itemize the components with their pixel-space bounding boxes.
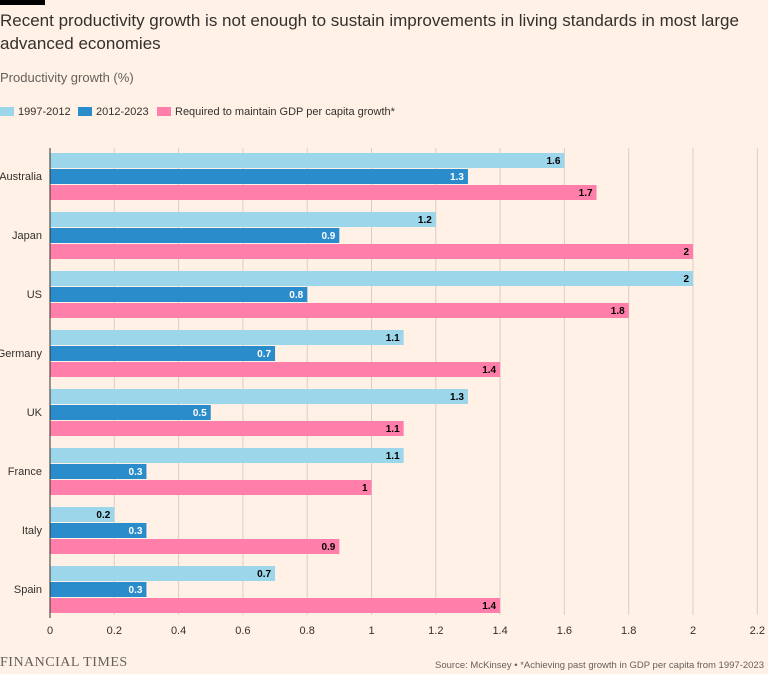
legend-item-1997-2012: 1997-2012: [0, 106, 71, 118]
bar-spain-1997-2012: [50, 566, 276, 581]
ft-logo: FINANCIAL TIMES: [0, 655, 128, 670]
brand-bar: [0, 0, 45, 5]
data-label-italy-1997-2012: 0.2: [96, 510, 110, 521]
bar-italy-2012-2023: [50, 523, 147, 538]
bar-france-required-to-maintain-gdp-per-capita-growth: [50, 480, 372, 495]
data-label-germany-2012-2023: 0.7: [257, 349, 271, 360]
data-label-france-required-to-maintain-gdp-per-capita-growth: 1: [362, 483, 368, 494]
bar-france-1997-2012: [50, 448, 404, 463]
bar-uk-required-to-maintain-gdp-per-capita-growth: [50, 421, 404, 436]
data-label-us-2012-2023: 0.8: [289, 290, 303, 301]
category-label-japan: Japan: [12, 230, 42, 242]
category-label-italy: Italy: [22, 525, 43, 537]
legend-label-2012-2023: 2012-2023: [96, 106, 149, 118]
bar-germany-required-to-maintain-gdp-per-capita-growth: [50, 362, 501, 377]
x-tick-label: 1.8: [621, 625, 636, 637]
chart-subtitle: Productivity growth (%): [0, 70, 134, 85]
bar-italy-required-to-maintain-gdp-per-capita-growth: [50, 539, 340, 554]
chart-title: Recent productivity growth is not enough…: [0, 11, 739, 53]
legend-swatch-2012-2023: [78, 107, 92, 116]
bar-australia-1997-2012: [50, 153, 565, 168]
legend-label-1997-2012: 1997-2012: [18, 106, 71, 118]
bar-france-2012-2023: [50, 464, 147, 479]
x-tick-label: 0.8: [300, 625, 315, 637]
bar-australia-2012-2023: [50, 169, 468, 184]
data-label-japan-2012-2023: 0.9: [321, 231, 335, 242]
bar-australia-required-to-maintain-gdp-per-capita-growth: [50, 185, 597, 200]
data-label-us-required-to-maintain-gdp-per-capita-growth: 1.8: [611, 306, 625, 317]
legend-item-required: Required to maintain GDP per capita grow…: [157, 106, 395, 118]
bar-germany-2012-2023: [50, 346, 276, 361]
data-label-australia-1997-2012: 1.6: [546, 156, 560, 167]
data-label-australia-required-to-maintain-gdp-per-capita-growth: 1.7: [579, 188, 593, 199]
legend-swatch-1997-2012: [0, 107, 14, 116]
bar-italy-1997-2012: [50, 507, 115, 522]
data-label-uk-2012-2023: 0.5: [193, 408, 207, 419]
data-label-japan-required-to-maintain-gdp-per-capita-growth: 2: [683, 247, 689, 258]
source-note: Source: McKinsey • *Achieving past growt…: [435, 660, 764, 671]
bar-spain-2012-2023: [50, 582, 147, 597]
x-tick-label: 0.4: [171, 625, 186, 637]
bar-us-1997-2012: [50, 271, 693, 286]
bar-uk-2012-2023: [50, 405, 211, 420]
x-tick-label: 1: [368, 625, 374, 637]
x-tick-label: 1.6: [557, 625, 572, 637]
legend-swatch-required: [157, 107, 171, 116]
data-label-italy-2012-2023: 0.3: [129, 526, 143, 537]
category-label-france: France: [8, 466, 42, 478]
legend-item-2012-2023: 2012-2023: [78, 106, 149, 118]
x-tick-label: 0: [47, 625, 53, 637]
bar-us-required-to-maintain-gdp-per-capita-growth: [50, 303, 629, 318]
data-label-uk-1997-2012: 1.3: [450, 392, 464, 403]
data-label-spain-required-to-maintain-gdp-per-capita-growth: 1.4: [482, 601, 496, 612]
category-label-germany: Germany: [0, 348, 42, 360]
data-label-australia-2012-2023: 1.3: [450, 172, 464, 183]
x-tick-label: 1.4: [492, 625, 507, 637]
x-tick-label: 1.2: [428, 625, 443, 637]
data-label-italy-required-to-maintain-gdp-per-capita-growth: 0.9: [321, 542, 335, 553]
data-label-japan-1997-2012: 1.2: [418, 215, 432, 226]
x-tick-label: 2.2: [750, 625, 765, 637]
bar-japan-1997-2012: [50, 212, 436, 227]
category-label-australia: Australia: [0, 171, 43, 183]
data-label-france-2012-2023: 0.3: [129, 467, 143, 478]
data-label-germany-1997-2012: 1.1: [386, 333, 400, 344]
bar-us-2012-2023: [50, 287, 308, 302]
category-label-spain: Spain: [14, 584, 42, 596]
data-label-spain-1997-2012: 0.7: [257, 569, 271, 580]
data-label-france-1997-2012: 1.1: [386, 451, 400, 462]
data-label-germany-required-to-maintain-gdp-per-capita-growth: 1.4: [482, 365, 496, 376]
category-label-uk: UK: [27, 407, 43, 419]
bar-japan-required-to-maintain-gdp-per-capita-growth: [50, 244, 693, 259]
x-tick-label: 0.6: [235, 625, 250, 637]
data-label-us-1997-2012: 2: [683, 274, 689, 285]
category-label-us: US: [27, 289, 42, 301]
data-label-uk-required-to-maintain-gdp-per-capita-growth: 1.1: [386, 424, 400, 435]
legend-label-required: Required to maintain GDP per capita grow…: [175, 106, 395, 118]
data-label-spain-2012-2023: 0.3: [129, 585, 143, 596]
bar-spain-required-to-maintain-gdp-per-capita-growth: [50, 598, 501, 613]
bar-germany-1997-2012: [50, 330, 404, 345]
bar-japan-2012-2023: [50, 228, 340, 243]
x-tick-label: 2: [690, 625, 696, 637]
x-tick-label: 0.2: [107, 625, 122, 637]
bar-uk-1997-2012: [50, 389, 468, 404]
